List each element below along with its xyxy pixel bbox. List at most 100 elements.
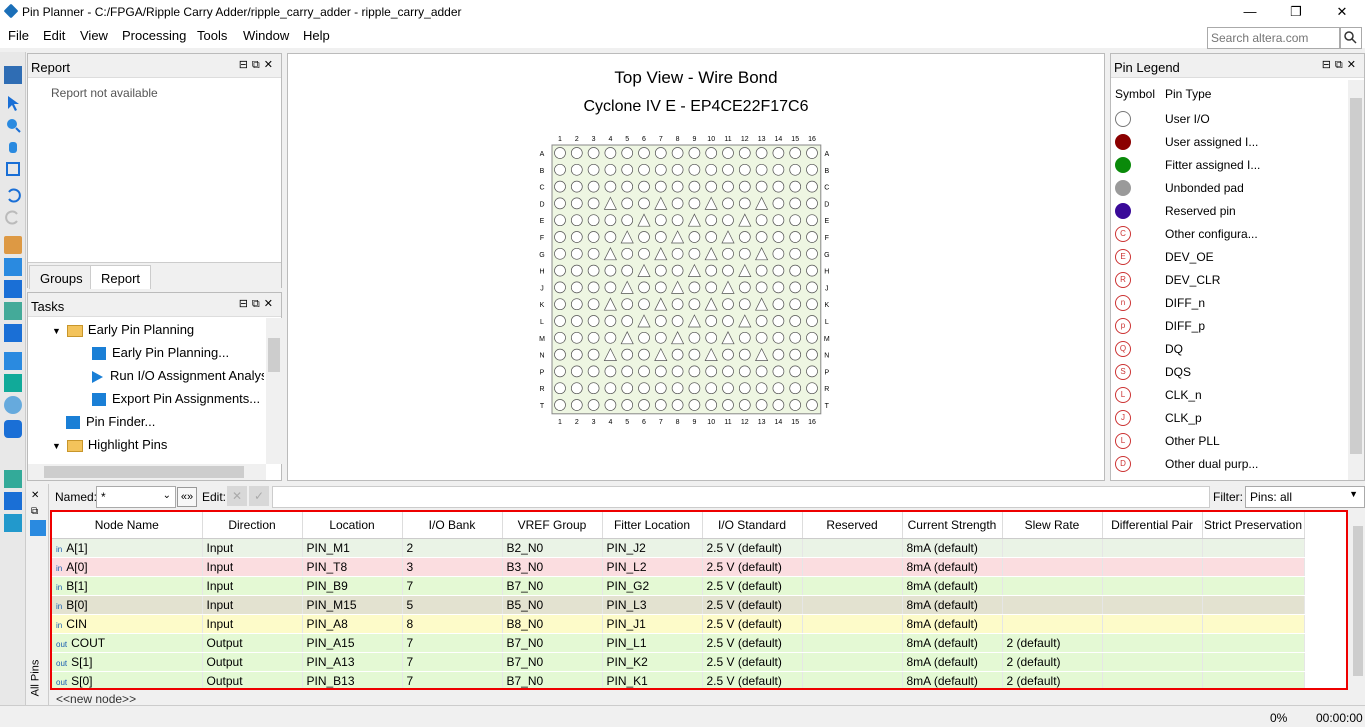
pin-F12[interactable] (738, 231, 751, 243)
fitter-cell[interactable]: PIN_K1 (602, 671, 703, 688)
pin-E13[interactable] (755, 214, 768, 227)
location-cell[interactable]: PIN_M1 (302, 538, 403, 558)
column-header[interactable]: VREF Group (502, 512, 603, 539)
pin-H5[interactable] (621, 264, 634, 277)
pin-E6[interactable] (637, 213, 651, 227)
pin-M7[interactable] (654, 331, 667, 344)
pin-H14[interactable] (772, 264, 785, 277)
table-row[interactable]: out S[1] Output PIN_A13 7 B7_N0 PIN_K2 2.5 V (d… (52, 652, 1305, 672)
pin-A14[interactable] (772, 147, 785, 159)
pin-P15[interactable] (789, 365, 802, 378)
fitter-cell[interactable]: PIN_L3 (602, 595, 703, 615)
diff-cell[interactable] (1102, 671, 1203, 688)
pin-T11[interactable] (722, 399, 734, 411)
column-header[interactable]: Current Strength (902, 512, 1003, 539)
pin-H13[interactable] (755, 264, 768, 277)
bank-cell[interactable]: 7 (402, 671, 503, 688)
pin-P5[interactable] (621, 365, 634, 378)
column-header[interactable]: Differential Pair (1102, 512, 1203, 539)
pin-K12[interactable] (738, 298, 751, 311)
pin-M14[interactable] (772, 331, 785, 344)
pin-J12[interactable] (738, 281, 751, 294)
bank-cell[interactable]: 8 (402, 614, 503, 634)
package-view-icon[interactable] (4, 374, 22, 392)
pin-M11[interactable] (721, 331, 735, 345)
node-name-cell[interactable]: out S[1] (52, 652, 203, 672)
pin-J4[interactable] (604, 281, 617, 294)
pin-K15[interactable] (789, 298, 802, 311)
pin-T6[interactable] (638, 399, 650, 411)
pin-F2[interactable] (570, 231, 583, 243)
pin-F6[interactable] (638, 231, 650, 243)
accept-edit-icon[interactable]: ✓ (249, 486, 269, 506)
pin-N13[interactable] (755, 347, 769, 361)
current-cell[interactable]: 8mA (default) (902, 557, 1003, 577)
pin-M8[interactable] (671, 331, 685, 345)
column-header[interactable]: Fitter Location (602, 512, 703, 539)
pin-C5[interactable] (621, 180, 634, 193)
pin-C16[interactable] (806, 180, 818, 193)
pin-K13[interactable] (755, 297, 769, 311)
pin-R4[interactable] (604, 382, 617, 395)
pin-P3[interactable] (587, 365, 600, 378)
current-cell[interactable]: 8mA (default) (902, 652, 1003, 672)
pin-A2[interactable] (570, 147, 583, 159)
menu-help[interactable]: Help (303, 28, 330, 43)
slew-cell[interactable] (1002, 595, 1103, 615)
pin-G16[interactable] (806, 247, 818, 260)
pin-F10[interactable] (705, 231, 718, 243)
reserved-cell[interactable] (802, 633, 903, 653)
column-header[interactable]: I/O Standard (702, 512, 803, 539)
std-cell[interactable]: 2.5 V (default) (702, 614, 803, 634)
pin-T3[interactable] (587, 399, 600, 411)
menu-edit[interactable]: Edit (43, 28, 66, 43)
pin-T16[interactable] (806, 399, 818, 411)
pin-M2[interactable] (570, 331, 583, 344)
pin-J1[interactable] (554, 281, 566, 294)
pin-N12[interactable] (738, 348, 751, 361)
diff-cell[interactable] (1102, 595, 1203, 615)
task-run-io-analysis[interactable]: Run I/O Assignment Analysis (92, 368, 264, 390)
strict-cell[interactable] (1202, 633, 1305, 653)
slew-cell[interactable] (1002, 557, 1103, 577)
reserved-cell[interactable] (802, 538, 903, 558)
direction-cell[interactable]: Input (202, 576, 303, 596)
pin-A16[interactable] (806, 147, 818, 159)
pin-R1[interactable] (554, 382, 566, 395)
edit-pin-icon[interactable] (4, 280, 22, 298)
pin-F3[interactable] (587, 231, 600, 243)
pin-T2[interactable] (570, 399, 583, 411)
show-pins-icon[interactable] (4, 396, 22, 414)
pin-B13[interactable] (755, 163, 768, 176)
node-name-cell[interactable]: out S[0] (52, 671, 203, 688)
pin-L12[interactable] (738, 314, 752, 328)
pin-M15[interactable] (789, 331, 802, 344)
pin-B16[interactable] (806, 163, 818, 176)
pin-N2[interactable] (570, 348, 583, 361)
pin-M16[interactable] (806, 331, 818, 344)
menu-view[interactable]: View (80, 28, 108, 43)
std-cell[interactable]: 2.5 V (default) (702, 671, 803, 688)
named-combo[interactable]: * ⌄ (96, 486, 176, 508)
pin-L13[interactable] (755, 315, 768, 327)
pin-A12[interactable] (738, 147, 751, 159)
pin-D4[interactable] (603, 196, 617, 210)
node-name-cell[interactable]: in A[1] (52, 538, 203, 558)
pin-B4[interactable] (604, 163, 617, 176)
pin-R8[interactable] (671, 382, 684, 395)
pin-D2[interactable] (570, 197, 583, 210)
tab-groups[interactable]: Groups (29, 265, 94, 289)
tasks-hscrollbar[interactable] (28, 464, 266, 480)
pin-M9[interactable] (688, 331, 701, 344)
pin-T7[interactable] (654, 399, 667, 411)
pin-M12[interactable] (738, 331, 751, 344)
pin-F13[interactable] (755, 231, 768, 243)
table-vscrollbar[interactable] (1351, 510, 1365, 690)
pin-R5[interactable] (621, 382, 634, 395)
pin-G4[interactable] (603, 247, 617, 261)
pin-J13[interactable] (755, 281, 768, 294)
pin-L8[interactable] (671, 315, 684, 327)
collapse-chevron-icon[interactable]: ▼ (52, 326, 61, 336)
pin-E1[interactable] (554, 214, 566, 227)
node-name-cell[interactable]: in B[1] (52, 576, 203, 596)
